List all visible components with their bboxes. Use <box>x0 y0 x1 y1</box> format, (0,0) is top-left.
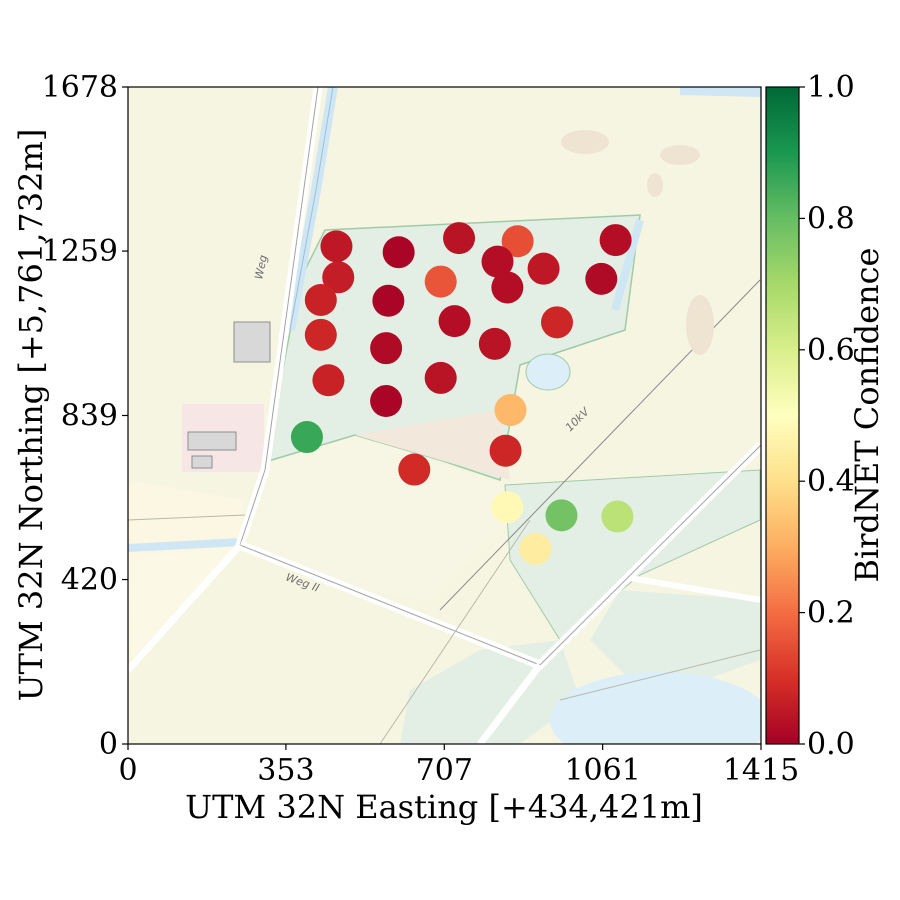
scatter-point <box>491 491 524 524</box>
scatter-point <box>398 453 431 486</box>
scatter-point <box>382 236 415 269</box>
topographic-map-background: Weg Weg II 10kV <box>128 87 761 744</box>
map-field-boundary <box>379 519 531 744</box>
x-tick-label: 1061 <box>564 753 640 788</box>
scatter-point <box>370 385 403 418</box>
scatter-point <box>527 252 560 285</box>
colorbar-tick-label: 0.2 <box>807 596 855 631</box>
scatter-point <box>481 245 514 278</box>
map-track <box>629 575 761 603</box>
map-road-west <box>128 542 243 673</box>
scatter-point <box>501 225 534 258</box>
colorbar-label: BirdNET Confidence <box>848 248 886 583</box>
x-tick-label: 1415 <box>723 753 799 788</box>
map-sand-patch <box>686 295 714 355</box>
scatter-point <box>312 364 345 397</box>
scatter-point <box>494 394 527 427</box>
map-sand-patch <box>660 145 700 165</box>
scatter-point <box>478 327 511 360</box>
map-road-south <box>477 662 543 744</box>
scatter-point <box>541 306 574 339</box>
map-building <box>191 455 213 469</box>
scatter-points <box>290 222 634 566</box>
map-label-weg: Weg <box>252 254 270 281</box>
map-canal-edge <box>289 87 334 331</box>
map-field-center <box>250 435 510 600</box>
map-sand-patch <box>647 173 663 197</box>
scatter-point <box>601 500 634 533</box>
scatter-point <box>491 271 524 304</box>
map-sand-patch <box>561 130 609 154</box>
y-axis-label: UTM 32N Northing [+5,761,732m] <box>12 129 50 702</box>
y-tick-label: 839 <box>61 399 118 434</box>
y-tick-label: 1678 <box>42 70 118 105</box>
y-tick-label: 0 <box>99 727 118 762</box>
scatter-point <box>290 421 323 454</box>
colorbar-tick-label: 1.0 <box>807 70 855 105</box>
colorbar-tick-label: 0.6 <box>807 333 855 368</box>
scatter-point <box>438 305 471 338</box>
y-tick-label: 420 <box>61 563 118 598</box>
map-bare-patch <box>355 410 510 480</box>
scatter-point <box>585 262 618 295</box>
x-axis-label: UTM 32N Easting [+434,421m] <box>185 788 703 826</box>
x-axis-ticks: 0 353 707 1061 1415 <box>118 744 799 788</box>
map-field-boundary <box>559 649 761 701</box>
scatter-point <box>304 283 337 316</box>
scatter-point <box>489 434 522 467</box>
colorbar-tick-label: 0.0 <box>807 727 855 762</box>
map-lake <box>550 672 761 744</box>
map-meadow-southeast <box>590 590 760 700</box>
map-canal <box>679 87 761 97</box>
y-axis-ticks: 0 420 839 1259 1678 <box>42 70 128 762</box>
map-ditch <box>128 538 241 552</box>
y-tick-label: 1259 <box>42 234 118 269</box>
scatter-point <box>322 261 355 294</box>
scatter-point <box>320 230 353 263</box>
scatter-point <box>372 284 405 317</box>
scatter-point <box>424 361 457 394</box>
map-field-boundary <box>128 514 246 521</box>
map-building <box>187 431 237 451</box>
scatter-point <box>545 499 578 532</box>
map-building <box>233 321 271 363</box>
map-pond <box>525 353 571 391</box>
colorbar-tick-label: 0.4 <box>807 464 855 499</box>
scatter-point <box>519 533 552 566</box>
map-ditch <box>611 218 644 312</box>
scatter-point <box>304 318 337 351</box>
scatter-point <box>599 224 632 257</box>
x-tick-label: 353 <box>257 753 314 788</box>
scatter-point <box>370 332 403 365</box>
scatter-point <box>424 265 457 298</box>
x-tick-label: 0 <box>118 753 137 788</box>
map-road-edge <box>239 87 319 546</box>
x-tick-label: 707 <box>416 753 473 788</box>
colorbar-ticks: 0.0 0.2 0.4 0.6 0.8 1.0 <box>799 70 855 762</box>
colorbar-tick-label: 0.8 <box>807 201 855 236</box>
scatter-point <box>443 222 476 255</box>
colorbar <box>765 86 800 745</box>
